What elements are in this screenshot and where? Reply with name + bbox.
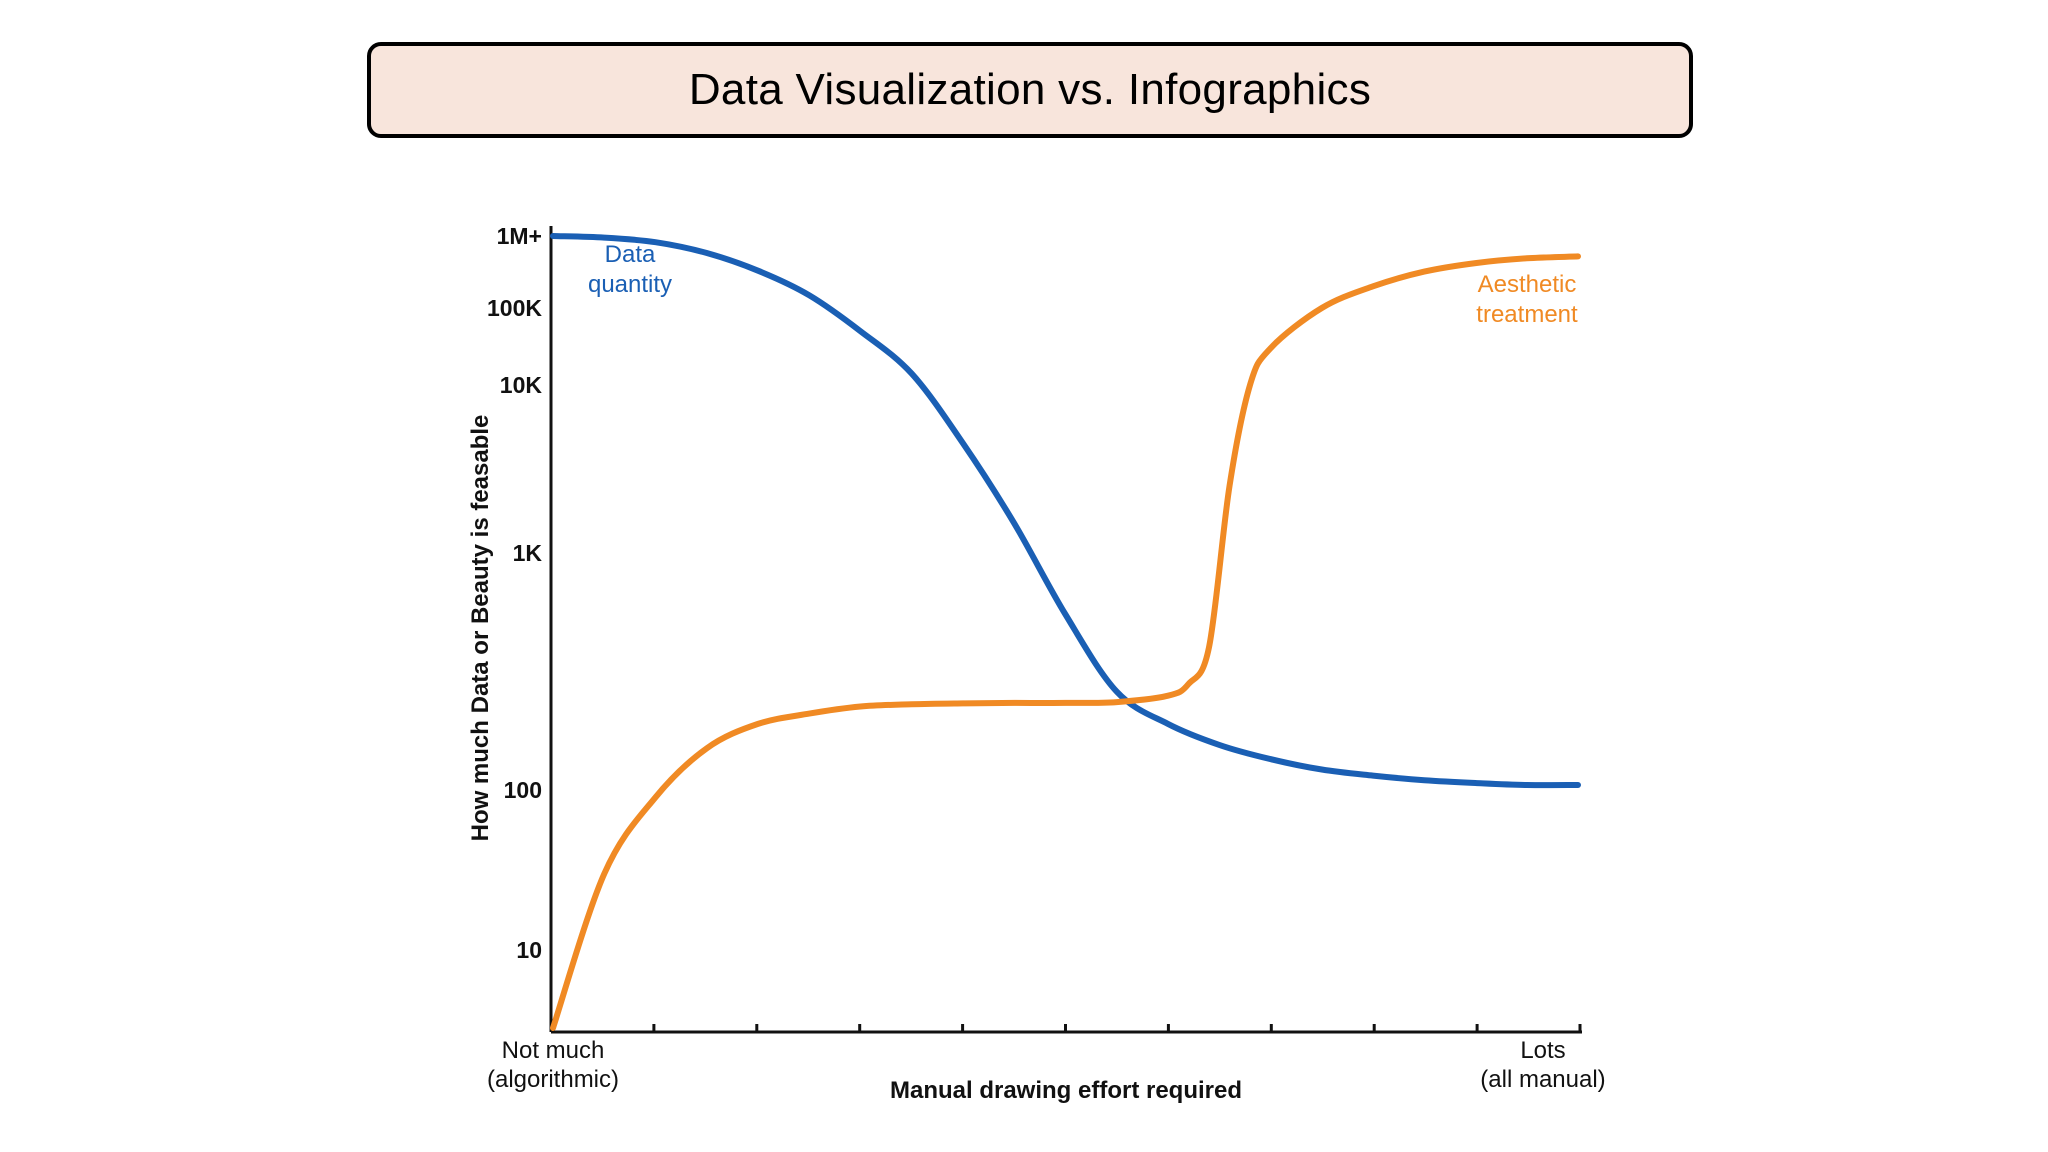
series-line-aesthetic-treatment: [550, 253, 1581, 1031]
series-label-aesthetic-line2: treatment: [1476, 301, 1578, 328]
slide-title-box: Data Visualization vs. Infographics: [367, 42, 1693, 138]
series-line-data-quantity: [550, 233, 1581, 789]
x-label-left-line2: (algorithmic): [487, 1066, 619, 1093]
y-axis-label: How much Data or Beauty is feasable: [467, 415, 494, 842]
x-label-left-line1: Not much: [502, 1037, 605, 1064]
x-axis-label: Manual drawing effort required: [890, 1077, 1242, 1104]
y-tick-label: 1M+: [497, 223, 542, 249]
y-tick-label: 1K: [513, 540, 543, 566]
series-label-aesthetic-line1: Aesthetic: [1478, 271, 1577, 298]
y-tick-label: 10K: [500, 372, 543, 398]
slide-title: Data Visualization vs. Infographics: [688, 65, 1372, 114]
x-label-right-line1: Lots: [1520, 1037, 1565, 1064]
series-label-data-quantity-line1: Data: [605, 241, 656, 268]
series-label-data-quantity-line2: quantity: [588, 271, 672, 298]
y-tick-label: 100: [504, 777, 542, 803]
y-tick-label: 100K: [487, 295, 542, 321]
x-label-right-line2: (all manual): [1480, 1066, 1605, 1093]
y-tick-label: 10: [516, 937, 542, 963]
